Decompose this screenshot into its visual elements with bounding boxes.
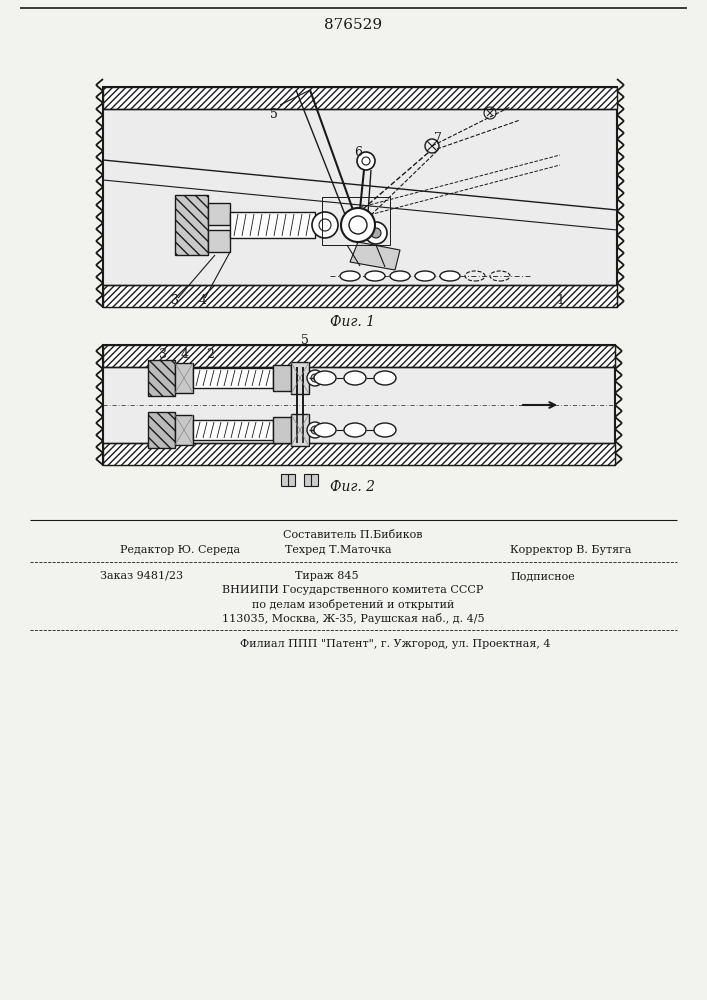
Text: 5: 5 bbox=[270, 107, 278, 120]
Text: Составитель П.Бибиков: Составитель П.Бибиков bbox=[284, 530, 423, 540]
Ellipse shape bbox=[344, 371, 366, 385]
Circle shape bbox=[311, 374, 319, 382]
Circle shape bbox=[307, 370, 323, 386]
Text: Тираж 845: Тираж 845 bbox=[295, 571, 358, 581]
Ellipse shape bbox=[374, 371, 396, 385]
Bar bbox=[291, 414, 309, 446]
Circle shape bbox=[371, 228, 381, 238]
Text: Подписное: Подписное bbox=[510, 571, 575, 581]
Text: 7: 7 bbox=[434, 131, 442, 144]
Text: 4: 4 bbox=[181, 349, 189, 361]
Bar bbox=[103, 87, 617, 109]
Polygon shape bbox=[350, 242, 400, 270]
Text: 4: 4 bbox=[199, 294, 207, 306]
Bar bbox=[291, 362, 309, 394]
Bar bbox=[193, 420, 273, 440]
Bar bbox=[103, 345, 615, 465]
Text: 876529: 876529 bbox=[324, 18, 382, 32]
Polygon shape bbox=[148, 412, 175, 448]
Circle shape bbox=[319, 219, 331, 231]
Text: Фиг. 2: Фиг. 2 bbox=[330, 480, 375, 494]
Bar bbox=[230, 212, 315, 238]
Text: 6: 6 bbox=[354, 145, 362, 158]
Circle shape bbox=[341, 208, 375, 242]
Circle shape bbox=[357, 152, 375, 170]
Bar bbox=[273, 417, 291, 443]
Text: Фиг. 1: Фиг. 1 bbox=[330, 315, 375, 329]
Text: Филиал ППП "Патент", г. Ужгород, ул. Проектная, 4: Филиал ППП "Патент", г. Ужгород, ул. Про… bbox=[240, 639, 551, 649]
Bar bbox=[193, 368, 273, 388]
Ellipse shape bbox=[374, 423, 396, 437]
Ellipse shape bbox=[314, 371, 336, 385]
Text: 113035, Москва, Ж-35, Раушская наб., д. 4/5: 113035, Москва, Ж-35, Раушская наб., д. … bbox=[222, 612, 484, 624]
Bar bbox=[103, 345, 615, 367]
Ellipse shape bbox=[440, 271, 460, 281]
Bar bbox=[281, 474, 295, 486]
Ellipse shape bbox=[340, 271, 360, 281]
Bar bbox=[208, 230, 230, 252]
Ellipse shape bbox=[415, 271, 435, 281]
Bar bbox=[103, 443, 615, 465]
Text: Редактор Ю. Середа: Редактор Ю. Середа bbox=[120, 545, 240, 555]
Bar bbox=[322, 197, 390, 245]
Bar bbox=[103, 87, 617, 307]
Polygon shape bbox=[175, 195, 208, 255]
Circle shape bbox=[307, 422, 323, 438]
Circle shape bbox=[362, 157, 370, 165]
Text: 3: 3 bbox=[159, 349, 167, 361]
Text: Заказ 9481/23: Заказ 9481/23 bbox=[100, 571, 183, 581]
Circle shape bbox=[312, 212, 338, 238]
Bar bbox=[175, 363, 193, 393]
Bar bbox=[175, 415, 193, 445]
Bar bbox=[103, 285, 617, 307]
Text: ВНИИПИ Государственного комитета СССР: ВНИИПИ Государственного комитета СССР bbox=[222, 585, 484, 595]
Text: по делам изобретений и открытий: по делам изобретений и открытий bbox=[252, 598, 454, 609]
Ellipse shape bbox=[390, 271, 410, 281]
Circle shape bbox=[349, 216, 367, 234]
Bar bbox=[208, 203, 230, 225]
Polygon shape bbox=[148, 360, 175, 396]
Circle shape bbox=[365, 222, 387, 244]
Ellipse shape bbox=[344, 423, 366, 437]
Text: 1: 1 bbox=[556, 294, 564, 306]
Circle shape bbox=[311, 426, 319, 434]
Text: 3: 3 bbox=[171, 294, 179, 306]
Text: 2: 2 bbox=[206, 349, 214, 361]
Text: Техред Т.Маточка: Техред Т.Маточка bbox=[285, 545, 392, 555]
Text: Корректор В. Бутяга: Корректор В. Бутяга bbox=[510, 545, 631, 555]
Ellipse shape bbox=[365, 271, 385, 281]
Text: 5: 5 bbox=[301, 334, 309, 347]
Bar bbox=[304, 474, 318, 486]
Bar bbox=[273, 365, 291, 391]
Ellipse shape bbox=[314, 423, 336, 437]
